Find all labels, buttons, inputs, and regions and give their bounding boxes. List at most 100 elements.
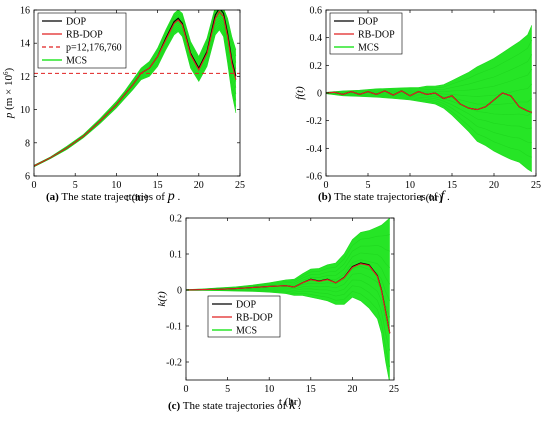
legend-entry: MCS	[66, 56, 87, 67]
mcs-trajectory	[326, 93, 532, 173]
y-tick-label: 0.1	[170, 250, 183, 261]
caption-a-symbol: p	[167, 189, 175, 204]
x-tick-label: 0	[184, 384, 189, 395]
plot-area	[186, 218, 391, 380]
x-tick-label: 20	[194, 180, 204, 191]
x-tick-label: 25	[389, 384, 399, 395]
y-tick-label: -0.2	[306, 116, 322, 127]
legend-entry: DOP	[66, 17, 86, 28]
legend-entry: RB-DOP	[236, 313, 273, 324]
y-axis-label-symbol: p	[3, 110, 15, 119]
chart-3: 0 5 10 15 20 25 -0.2 -0.1 0 0.1 0.2 t (hr) k(t) DOP RB…	[156, 214, 399, 409]
legend-entry: RB-DOP	[358, 30, 395, 41]
caption-a-end: .	[177, 191, 181, 203]
y-tick-label: 0.2	[310, 61, 323, 72]
x-tick-label: 25	[235, 180, 245, 191]
x-tick-label: 0	[324, 180, 329, 191]
mcs-trajectory	[326, 93, 532, 158]
mcs-band	[186, 218, 390, 380]
x-tick-label: 5	[73, 180, 78, 191]
plot-area	[326, 25, 533, 173]
y-axis-label-close: )	[3, 67, 15, 71]
mcs-trajectory	[186, 289, 391, 368]
caption-c-label: (c)	[168, 400, 181, 412]
chart-2: 0 5 10 15 20 25-0.6-0.4-0.200.20.40.6t (hr)f(…	[294, 6, 541, 205]
mcs-trajectory	[186, 245, 390, 291]
y-tick-label: 16	[20, 6, 30, 17]
caption-b-symbol: f	[440, 189, 445, 204]
y-tick-label: 0.4	[310, 33, 323, 44]
mcs-trajectory	[34, 27, 237, 167]
x-tick-label: 15	[306, 384, 316, 395]
y-axis-label: k(t)	[156, 291, 168, 307]
axes-frame	[185, 217, 395, 381]
x-tick-label: 5	[225, 384, 230, 395]
x-tick-label: 5	[366, 180, 371, 191]
legend-entry: MCS	[358, 43, 379, 54]
y-axis-label: f(t)	[294, 86, 306, 100]
y-tick-label: 0.6	[310, 6, 323, 17]
legend-box	[37, 12, 127, 69]
x-axis-label: t (hr)	[279, 396, 302, 408]
mcs-trajectory	[186, 285, 391, 351]
caption-c-text: The state trajectories of	[182, 400, 287, 412]
mcs-trajectory	[186, 290, 390, 380]
x-axis-label: t (hr)	[126, 192, 149, 204]
caption-a-text: The state trajectories of	[61, 191, 165, 203]
legend-entry: MCS	[236, 326, 257, 337]
y-axis-label-unit: (m × 10	[3, 75, 15, 110]
caption-b-label: (b)	[318, 191, 332, 203]
caption-a-label: (a)	[46, 191, 59, 203]
series-line-rb-dop	[34, 10, 237, 167]
legend-entry: DOP	[358, 17, 378, 28]
caption-c: (c) The state trajectories of k .	[168, 398, 301, 414]
x-tick-label: 15	[153, 180, 163, 191]
mcs-trajectory	[326, 25, 533, 93]
mcs-trajectory	[34, 10, 237, 166]
caption-c-symbol: k	[289, 398, 296, 413]
caption-b: (b) The state trajectories of f .	[318, 189, 450, 205]
series-line-rb-dop	[186, 263, 391, 334]
y-tick-label: 0	[317, 89, 322, 100]
y-axis-label-exp: 6	[2, 71, 10, 75]
mcs-trajectory	[326, 39, 533, 93]
legend-entry: p=12,176,760	[66, 43, 122, 54]
y-tick-label: 12	[20, 72, 30, 83]
legend-entry: RB-DOP	[66, 30, 103, 41]
y-tick-label: 6	[25, 172, 30, 183]
y-tick-label: -0.6	[306, 172, 322, 183]
mcs-trajectory	[34, 22, 237, 167]
mcs-trajectory	[186, 279, 391, 334]
y-tick-label: 0	[177, 286, 182, 297]
y-tick-label: 0.2	[170, 214, 183, 225]
mcs-trajectory	[326, 54, 533, 93]
x-tick-label: 10	[405, 180, 415, 191]
y-tick-label: 10	[20, 105, 30, 116]
mcs-trajectory	[326, 69, 533, 93]
x-tick-label: 0	[32, 180, 37, 191]
x-axis-label: t (hr)	[420, 192, 443, 204]
mcs-trajectory	[186, 218, 390, 290]
x-tick-label: 15	[447, 180, 457, 191]
caption-b-text: The state trajectories of	[334, 191, 438, 203]
series-line-rb-dop	[326, 90, 532, 113]
mcs-trajectory	[186, 234, 390, 290]
plot-area	[34, 10, 240, 168]
y-tick-label: -0.1	[166, 322, 182, 333]
legend-entry: DOP	[236, 300, 256, 311]
x-tick-label: 25	[531, 180, 541, 191]
mcs-trajectory	[186, 273, 391, 318]
caption-a: (a) The state trajectories of p .	[46, 189, 180, 205]
x-tick-label: 10	[264, 384, 274, 395]
axes-frame	[33, 9, 241, 177]
y-tick-label: -0.2	[166, 358, 182, 369]
y-tick-label: -0.4	[306, 144, 322, 155]
mcs-trajectory	[34, 13, 237, 166]
y-tick-label: 8	[25, 138, 30, 149]
mcs-trajectory	[326, 93, 532, 143]
mcs-trajectory	[34, 29, 237, 168]
x-tick-label: 20	[489, 180, 499, 191]
